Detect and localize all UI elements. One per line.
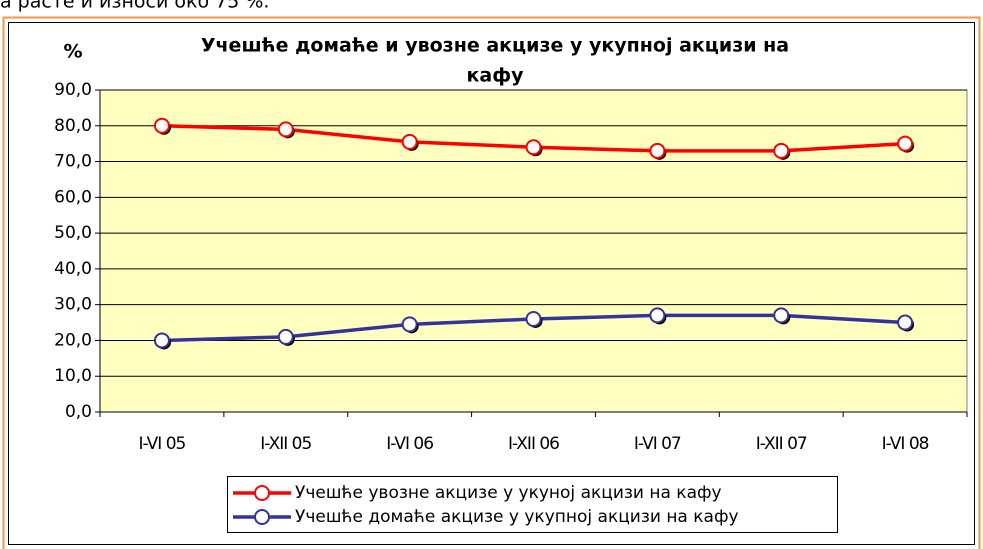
marker (525, 139, 542, 156)
x-tick-label: I-VI 06 (386, 434, 433, 454)
marker (897, 135, 914, 152)
y-tick-label: 30,0 (54, 295, 92, 315)
legend-label: Учешће увозне акцизе у укуној акцизи на … (295, 483, 722, 503)
y-tick-label: 80,0 (54, 116, 92, 136)
y-tick-label: 70,0 (54, 152, 92, 172)
chart-title: Учешће домаће и увозне акцизе у укупној … (201, 35, 789, 57)
x-tick-label: I-XII 07 (756, 434, 807, 454)
y-tick-label: 60,0 (54, 187, 92, 207)
marker (401, 133, 418, 150)
marker (525, 310, 542, 327)
marker (401, 316, 418, 333)
x-tick-label: I-XII 06 (508, 434, 559, 454)
y-tick-label: 10,0 (54, 366, 92, 386)
y-tick-label: 40,0 (54, 259, 92, 279)
marker (773, 142, 790, 159)
marker (153, 332, 170, 349)
y-tick-label: 0,0 (65, 402, 92, 422)
y-tick-label: 20,0 (54, 330, 92, 350)
chart-title: кафу (467, 65, 525, 87)
intro-text: а расте и износи око 75 %. (0, 0, 269, 13)
plot-area (99, 89, 968, 413)
marker (277, 121, 294, 138)
legend-marker (254, 509, 270, 525)
marker (649, 307, 666, 324)
marker (277, 328, 294, 345)
x-tick-label: I-VI 05 (139, 434, 186, 454)
x-tick-label: I-VI 07 (634, 434, 681, 454)
x-tick-label: I-XII 05 (260, 434, 311, 454)
y-tick-label: 50,0 (54, 223, 92, 243)
legend (227, 476, 838, 533)
y-tick-label: 90,0 (54, 80, 92, 100)
legend-marker (254, 485, 270, 501)
marker (649, 142, 666, 159)
y-axis-label: % (63, 41, 82, 63)
x-tick-label: I-VI 08 (882, 434, 929, 454)
legend-label: Учешће домаће акцизе у укупној акцизи на… (295, 507, 739, 527)
marker (773, 307, 790, 324)
marker (897, 314, 914, 331)
marker (153, 117, 170, 134)
